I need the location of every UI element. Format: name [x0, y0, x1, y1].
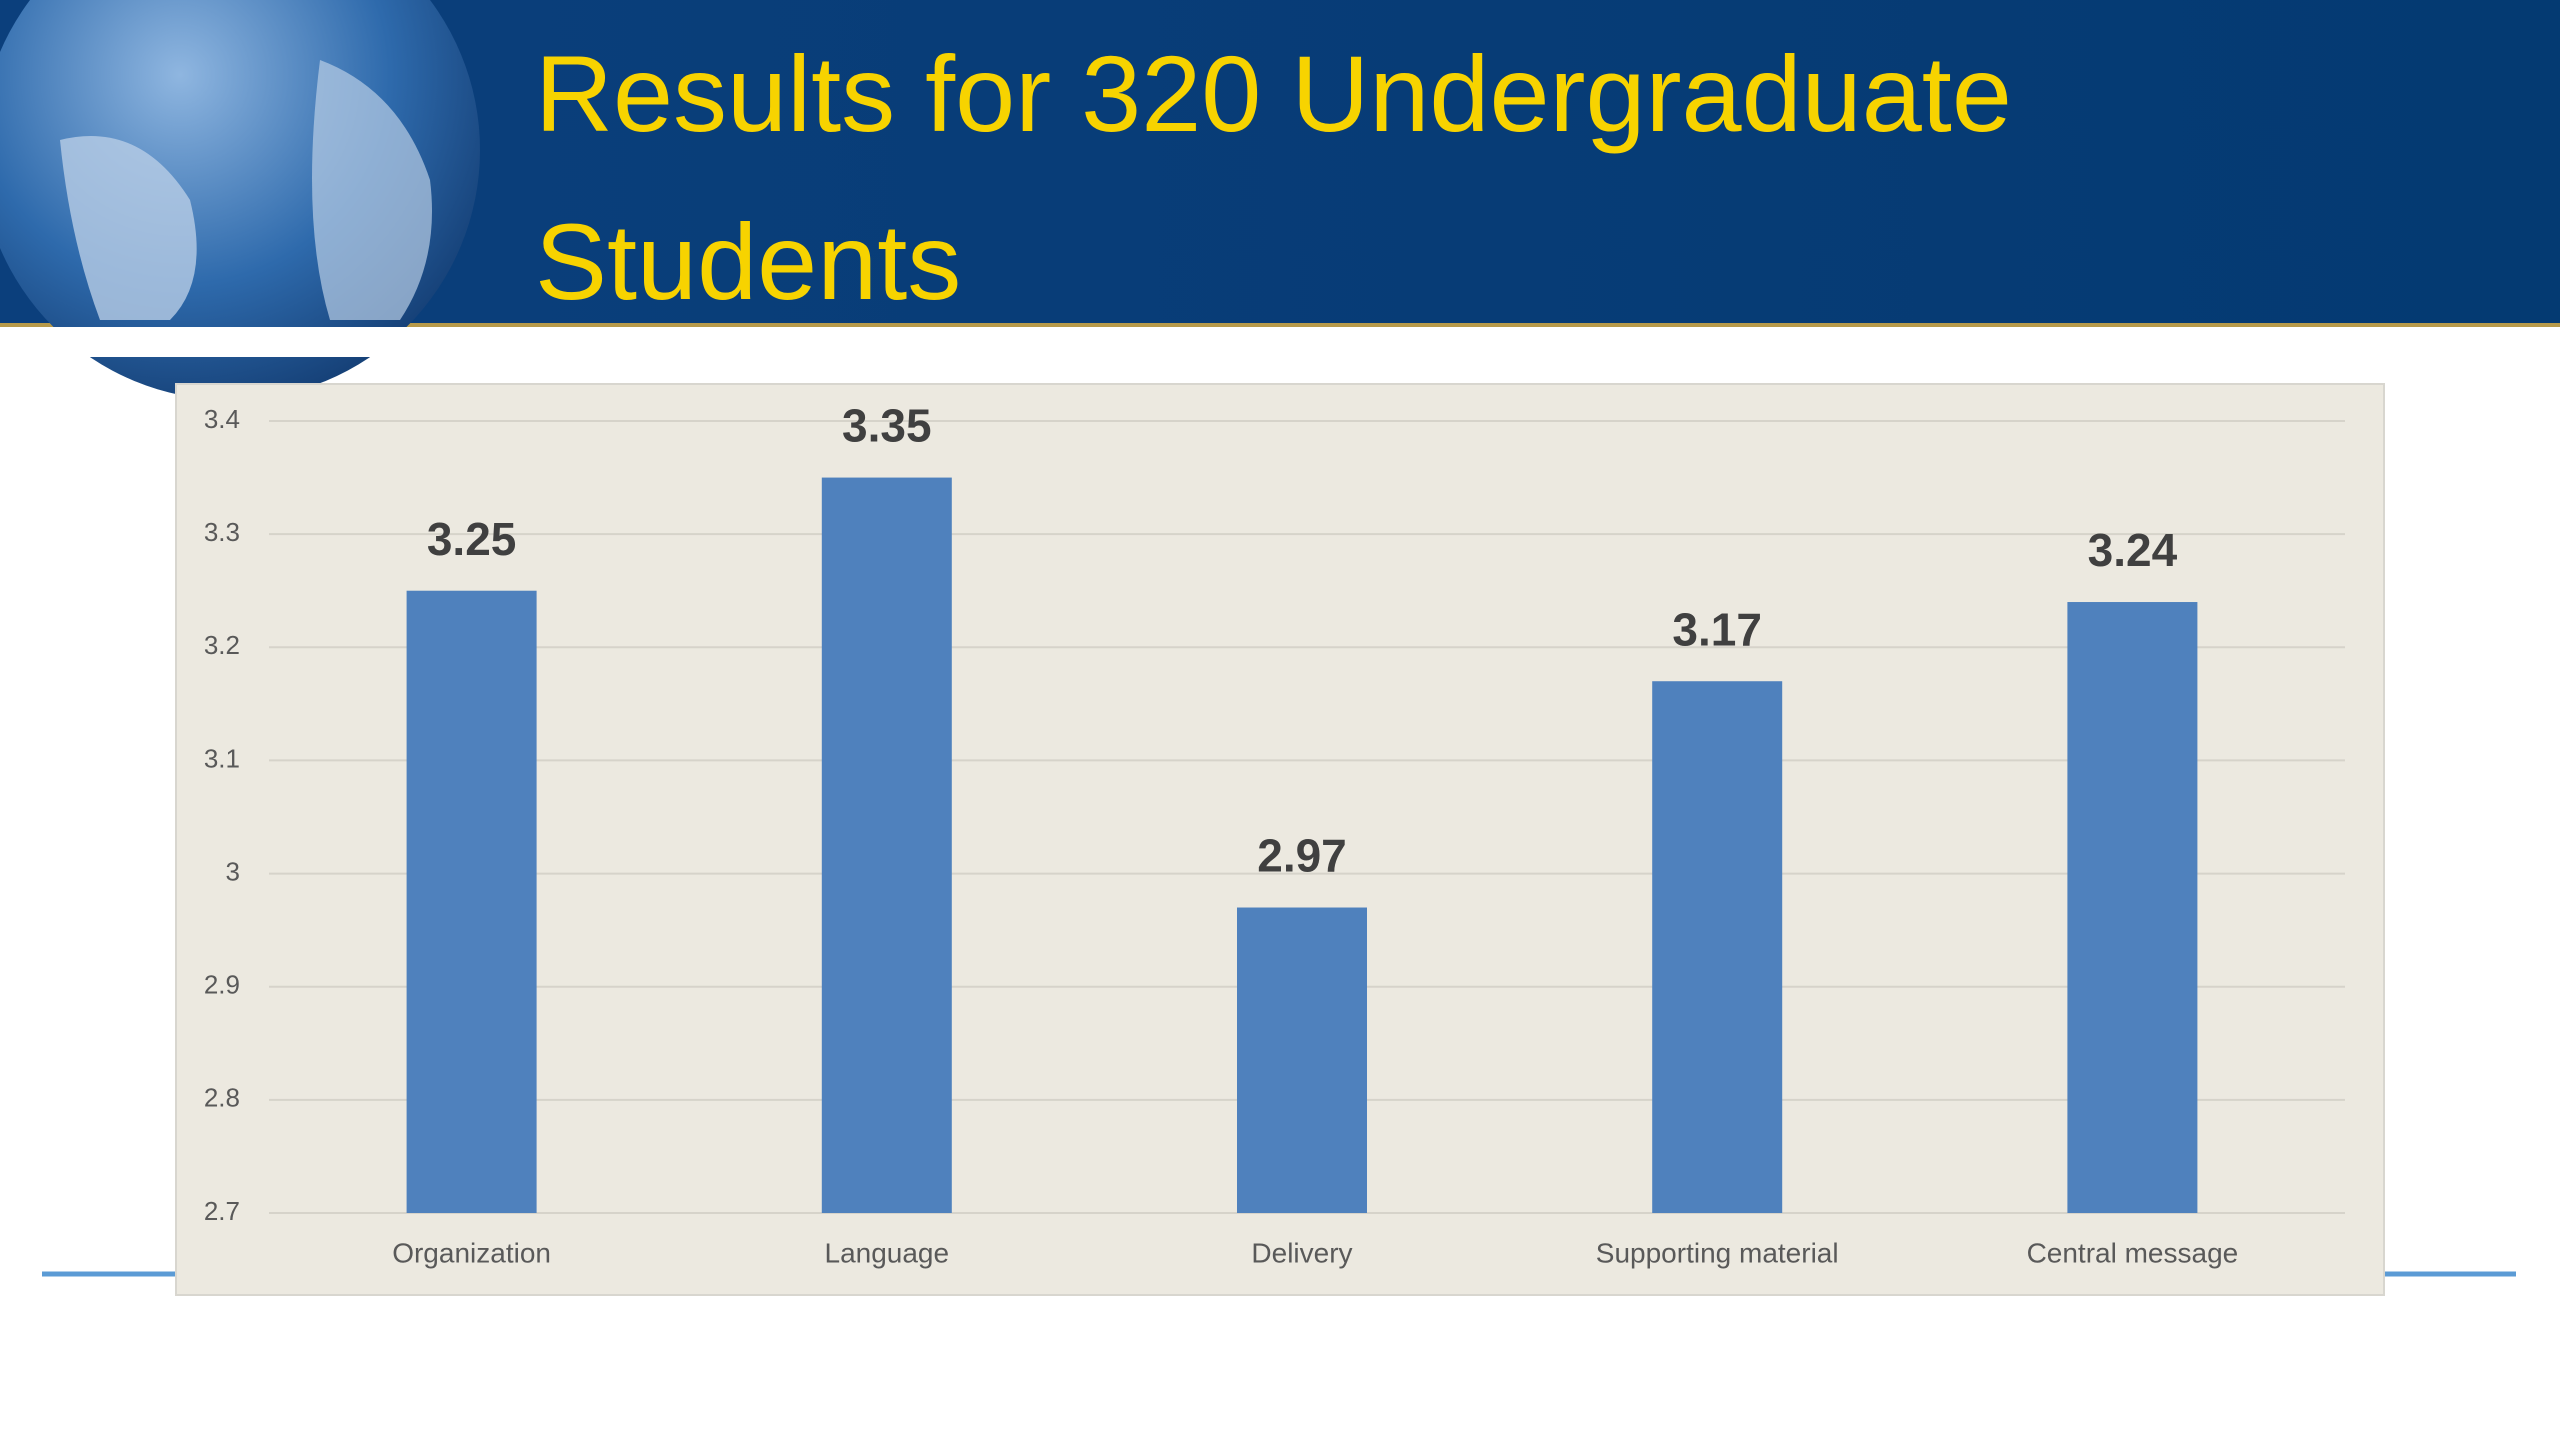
bar [821, 477, 952, 1214]
globe-land [312, 60, 432, 320]
x-tick-label: Delivery [1251, 1237, 1352, 1268]
value-label: 3.17 [1672, 603, 1762, 655]
y-tick-label: 3.3 [204, 517, 240, 547]
bar [2067, 602, 2198, 1213]
y-tick-label: 3 [226, 856, 240, 886]
bar [1237, 907, 1367, 1213]
x-tick-label: Organization [392, 1237, 551, 1268]
value-label: 3.24 [2088, 524, 2178, 576]
bar [406, 590, 537, 1213]
y-tick-label: 3.4 [204, 404, 240, 434]
header-rule [0, 323, 2560, 327]
y-tick-label: 2.9 [204, 970, 240, 1000]
value-label: 3.35 [842, 400, 932, 452]
value-label: 2.97 [1257, 830, 1347, 882]
value-label: 3.25 [427, 513, 517, 565]
x-tick-label: Language [825, 1237, 950, 1268]
bar [1652, 681, 1783, 1213]
x-tick-label: Supporting material [1596, 1237, 1839, 1268]
y-tick-label: 2.7 [204, 1196, 240, 1226]
y-tick-label: 3.1 [204, 743, 240, 773]
globe-land [60, 136, 197, 320]
slide-title: Results for 320 Undergraduate Students [535, 33, 2012, 322]
x-tick-label: Central message [2027, 1237, 2239, 1268]
globe-mask [0, 327, 480, 357]
y-tick-label: 2.8 [204, 1083, 240, 1113]
y-tick-label: 3.2 [204, 630, 240, 660]
